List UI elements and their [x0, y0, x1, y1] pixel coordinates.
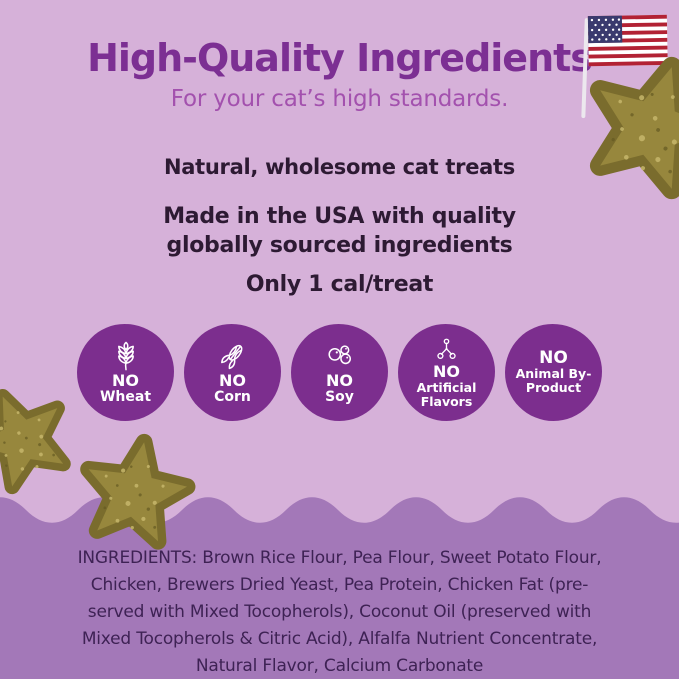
ingredients-line: Chicken, Brewers Dried Yeast, Pea Protei…: [90, 575, 589, 595]
badge-name-label: Artificial Flavors: [416, 379, 477, 409]
badge-no-label: NO: [112, 370, 139, 390]
claim-made-in-usa: Made in the USA with quality globally so…: [0, 202, 679, 260]
badge-no-artificial-flavors: NO Artificial Flavors: [398, 324, 495, 421]
molecule-icon: [437, 338, 456, 360]
badge-no-label: NO: [433, 362, 460, 382]
ingredients-line: Mixed Tocopherols & Citric Acid), Alfalf…: [81, 629, 598, 649]
ingredients-list: INGREDIENTS: Brown Rice Flour, Pea Flour…: [0, 545, 679, 679]
badge-name-label: Wheat: [99, 388, 152, 405]
badge-no-soy: NO Soy: [291, 324, 388, 421]
badge-name-label: Soy: [325, 388, 354, 405]
badge-no-label: NO: [539, 347, 568, 368]
badge-name-label: Animal By-Product: [515, 366, 592, 396]
wave-divider: [0, 497, 679, 524]
badge-no-label: NO: [326, 370, 353, 390]
badge-no-wheat: NO Wheat: [77, 324, 174, 421]
ingredients-line: Natural Flavor, Calcium Carbonate: [195, 656, 484, 676]
ingredients-line: served with Mixed Tocopherols), Coconut …: [87, 602, 592, 622]
wheat-icon: [117, 341, 134, 371]
page-subtitle: For your cat’s high standards.: [170, 86, 509, 112]
badge-name-label: Corn: [214, 388, 251, 405]
badge-no-corn: NO Corn: [184, 324, 281, 421]
soy-icon: [327, 345, 351, 364]
badge-no-animal-by-product: NO Animal By-Product: [505, 324, 602, 421]
no-claims-badge-row: NO Wheat NO Corn: [0, 324, 679, 421]
badge-no-label: NO: [219, 370, 246, 390]
page-title: High-Quality Ingredients: [87, 36, 593, 80]
claim-made-in-usa-line2: globally sourced ingredients: [166, 233, 513, 258]
claim-made-in-usa-line1: Made in the USA with quality: [163, 204, 516, 229]
claim-calories: Only 1 cal/treat: [245, 272, 434, 297]
ingredients-line: INGREDIENTS: Brown Rice Flour, Pea Flour…: [77, 548, 602, 568]
corn-icon: [220, 344, 242, 369]
claim-natural: Natural, wholesome cat treats: [164, 155, 515, 179]
